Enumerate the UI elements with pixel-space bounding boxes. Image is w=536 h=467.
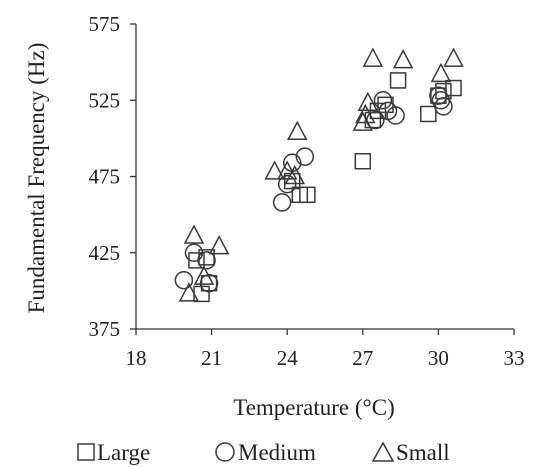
point-medium-circle	[174, 270, 194, 290]
point-small-triangle	[193, 265, 215, 285]
legend: Large Medium Small	[77, 440, 450, 465]
x-tick-label: 18	[126, 346, 147, 370]
point-small-triangle	[183, 224, 205, 244]
point-medium-circle	[272, 193, 292, 212]
point-medium-circle	[199, 274, 219, 293]
y-tick-label: 375	[89, 317, 121, 341]
legend-label-small: Small	[396, 440, 450, 465]
x-tick-label: 30	[428, 346, 449, 370]
point-medium-circle	[373, 91, 393, 110]
y-axis-title: Fundamental Frequency (Hz)	[24, 43, 49, 314]
point-large-square	[420, 105, 437, 123]
point-small-triangle	[430, 62, 452, 83]
point-small-triangle	[392, 48, 414, 69]
point-small-triangle	[443, 47, 464, 67]
point-small-triangle	[357, 91, 379, 112]
y-tick-label: 575	[89, 12, 121, 36]
point-large-square	[445, 79, 462, 97]
point-small-triangle	[284, 164, 306, 185]
legend-square-marker	[77, 443, 95, 461]
axis-ticks: 18 21 24 27 30 33 375 425 475 525 575	[89, 12, 525, 370]
point-small-triangle	[208, 235, 230, 255]
data-points	[174, 47, 464, 303]
y-tick-label: 475	[89, 165, 121, 189]
legend-triangle-marker	[371, 441, 395, 462]
point-medium-circle	[295, 147, 315, 166]
point-large-square	[354, 153, 372, 170]
y-tick-label: 425	[89, 241, 121, 265]
point-large-square	[389, 72, 407, 89]
point-medium-circle	[434, 97, 453, 116]
x-tick-label: 24	[277, 346, 299, 370]
legend-label-large: Large	[97, 440, 150, 465]
point-medium-circle	[197, 251, 216, 270]
x-axis-title: Temperature (°C)	[233, 395, 394, 420]
point-medium-circle	[429, 86, 448, 105]
y-tick-label: 525	[89, 88, 121, 112]
legend-label-medium: Medium	[238, 440, 316, 465]
point-small-triangle	[276, 160, 298, 180]
point-small-triangle	[355, 103, 376, 124]
point-large-square	[299, 186, 316, 204]
point-small-triangle	[178, 282, 200, 302]
x-tick-label: 33	[504, 346, 525, 370]
legend-circle-marker	[215, 442, 235, 462]
point-small-triangle	[264, 160, 285, 180]
point-small-triangle	[352, 111, 374, 131]
point-small-triangle	[362, 47, 384, 67]
x-tick-label: 27	[352, 346, 373, 370]
x-tick-label: 21	[201, 346, 222, 370]
point-small-triangle	[287, 120, 308, 141]
point-medium-circle	[386, 106, 405, 125]
